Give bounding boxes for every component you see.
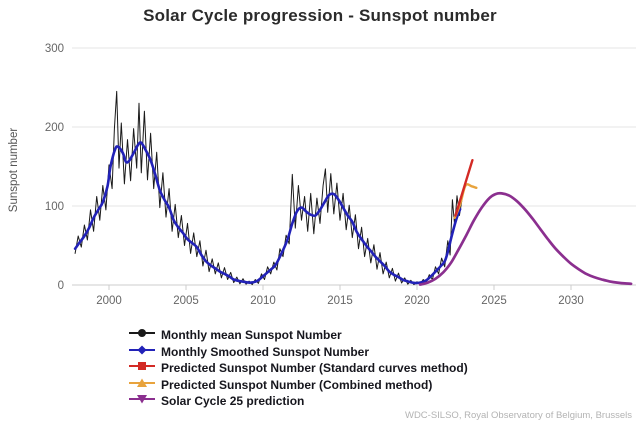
diamond-marker-icon	[129, 343, 155, 361]
series-line-solar-cycle-25-prediction	[418, 191, 633, 286]
series-line-monthly-smoothed-sunspot-number	[73, 141, 462, 285]
series-line-monthly-mean-sunspot-number	[74, 90, 463, 286]
x-tick-label-2025: 2025	[481, 295, 507, 307]
legend-label: Monthly Smoothed Sunspot Number	[161, 344, 369, 359]
circle-marker-icon	[129, 326, 155, 344]
legend-label: Predicted Sunspot Number (Standard curve…	[161, 361, 468, 376]
x-tick-label-2010: 2010	[250, 295, 276, 307]
legend-item: Monthly Smoothed Sunspot Number	[129, 344, 468, 361]
y-tick-label-100: 100	[45, 201, 64, 213]
legend-item: Predicted Sunspot Number (Standard curve…	[129, 360, 468, 377]
x-tick-label-2015: 2015	[327, 295, 353, 307]
legend-item: Monthly mean Sunspot Number	[129, 327, 468, 344]
series-line-predicted-sunspot-number-standard-curves-method-	[454, 159, 474, 217]
legend: Monthly mean Sunspot Number Monthly Smoot…	[129, 327, 468, 410]
x-tick-label-2030: 2030	[558, 295, 584, 307]
legend-label: Predicted Sunspot Number (Combined metho…	[161, 377, 433, 392]
y-tick-label-200: 200	[45, 122, 64, 134]
source-credit: WDC-SILSO, Royal Observatory of Belgium,…	[404, 410, 632, 421]
y-tick-label-300: 300	[45, 43, 64, 55]
triangle-down-marker-icon	[129, 392, 155, 410]
square-marker-icon	[129, 359, 155, 377]
legend-item: Predicted Sunspot Number (Combined metho…	[129, 377, 468, 394]
legend-label: Solar Cycle 25 prediction	[161, 394, 305, 409]
legend-item: Solar Cycle 25 prediction	[129, 393, 468, 410]
x-tick-label-2020: 2020	[404, 295, 430, 307]
legend-label: Monthly mean Sunspot Number	[161, 328, 342, 343]
triangle-up-marker-icon	[129, 376, 155, 394]
chart-title: Solar Cycle progression - Sunspot number	[143, 6, 497, 25]
x-tick-label-2005: 2005	[173, 295, 199, 307]
y-tick-label-0: 0	[58, 280, 64, 292]
x-tick-label-2000: 2000	[96, 295, 122, 307]
